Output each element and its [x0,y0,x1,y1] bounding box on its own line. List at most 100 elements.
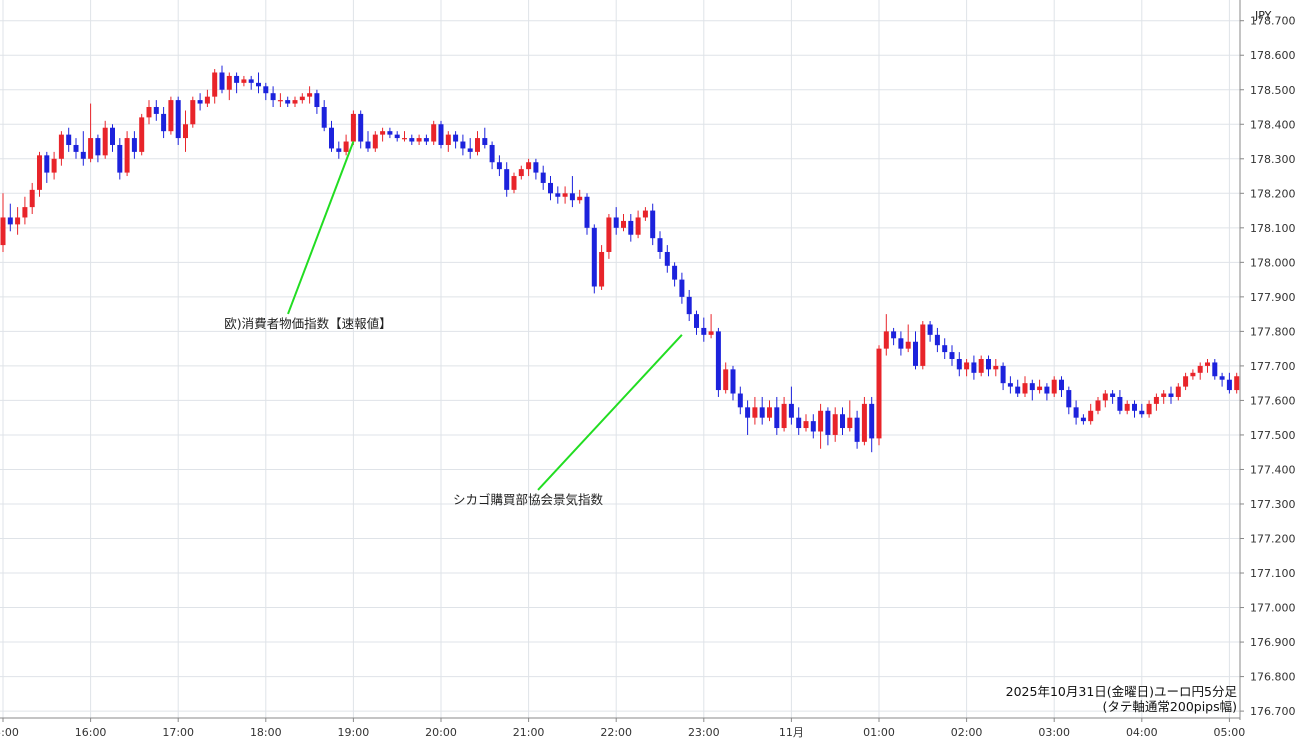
candle [299,93,305,104]
candle [504,162,510,197]
candle [723,362,729,394]
candle-body [460,141,466,149]
candle-body [1132,403,1137,411]
candle [37,151,42,197]
candle [241,75,247,87]
candle [66,127,72,152]
candle-body [204,96,210,104]
candle-body [15,217,21,225]
candle [387,127,393,139]
candle-body [942,345,948,353]
candle-body [533,162,539,173]
candle-body [1197,365,1203,373]
candle-body [387,131,393,135]
candle [307,86,313,104]
candle-body [168,100,174,132]
candle-body [715,331,721,391]
candle [621,214,626,232]
candle [343,134,349,156]
candle-body [453,134,459,142]
candle-body [934,334,940,346]
candle-body [277,100,283,102]
candle [993,359,999,377]
candle [248,75,254,90]
candle [350,110,356,145]
candle-body [1212,362,1218,377]
annotation-label: 欧)消費者物価指数【速報値】 [224,316,391,331]
candle-body [445,134,451,145]
candle [1080,414,1086,425]
candle-body [190,100,196,125]
candle-body [891,331,897,339]
candle [124,131,130,177]
candle [577,189,583,204]
candle-body [1205,362,1210,366]
candle [635,210,641,239]
candle [708,314,714,339]
candle-body [1029,383,1035,391]
candle [161,107,167,139]
candle-body [540,172,546,183]
candle-body [723,369,729,391]
candle-body [110,127,115,145]
candle-body [343,141,349,152]
candle-body [467,148,473,152]
candle [1007,376,1013,394]
candle-body [657,238,663,252]
candle [358,110,364,149]
candle-body [584,196,590,228]
candle-body [256,82,261,87]
candle-body [905,341,911,349]
candle-body [767,407,772,418]
candle [679,272,685,304]
candle [102,120,108,159]
candle-body [686,296,692,315]
candle-body [197,100,203,104]
candle-body [1124,403,1130,411]
candle [913,331,918,370]
candle-body [102,127,108,156]
candle [1205,359,1210,373]
candle [475,131,480,156]
candle [533,158,539,180]
candle-body [226,75,232,90]
candle-body [29,189,35,208]
candle [270,86,276,108]
candle [0,193,6,252]
candle-body [986,359,991,370]
candle-body [745,407,751,418]
candle-body [1168,393,1174,397]
candle [460,134,466,156]
candle-body [1051,379,1057,394]
candle [796,407,802,435]
y-tick-label: 178.200 [1250,187,1296,200]
candle [58,131,64,166]
y-tick-label: 177.900 [1250,291,1296,304]
candle [1219,372,1225,387]
y-tick-label: 177.400 [1250,463,1296,476]
candle [752,396,758,425]
candle-body [95,138,101,156]
candle [365,131,371,152]
candle [613,207,619,235]
candle [1175,383,1181,401]
candle-body [44,155,50,173]
candle-body [606,217,612,252]
candle-body [212,72,218,97]
candle [686,289,692,322]
candle [694,310,699,335]
candle [1059,376,1064,397]
candle [920,321,926,370]
candle [606,214,612,259]
candle [650,203,656,246]
candle-body [1059,379,1064,391]
candle-body [730,369,736,394]
annotation-line [287,141,355,315]
annotation-label: シカゴ購買部協会景気指数 [453,492,604,507]
candle-body [781,403,787,429]
candle [737,386,743,415]
candle-body [270,93,276,101]
candle [810,414,816,439]
candle-body [774,407,780,429]
candle-body [1219,376,1225,380]
